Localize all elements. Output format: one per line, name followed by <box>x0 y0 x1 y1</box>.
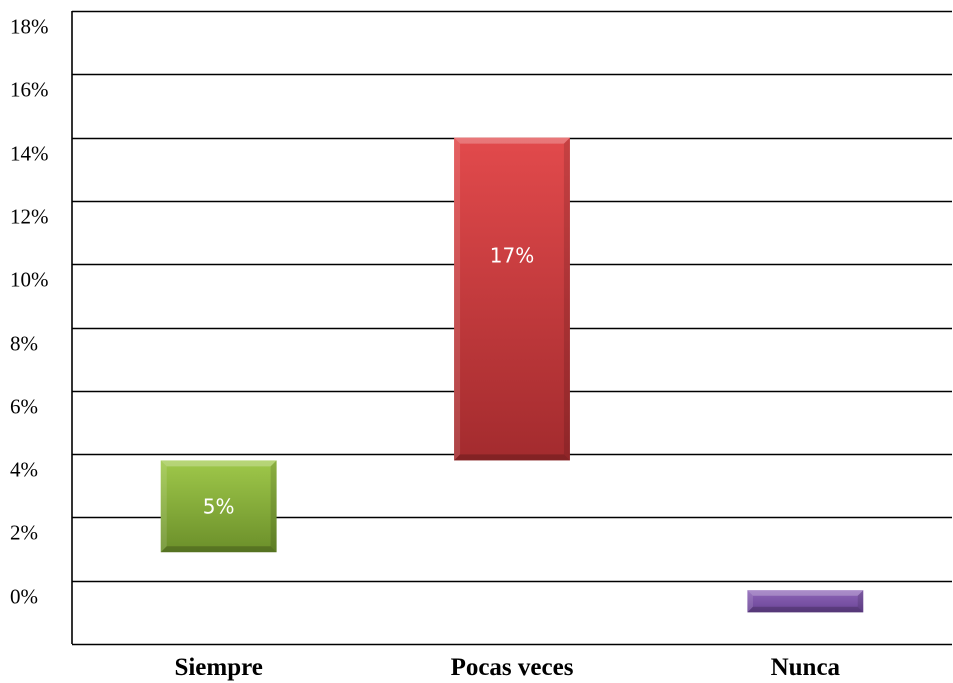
bar-bevel-bottom <box>454 454 570 461</box>
y-tick-label: 0% <box>10 585 38 609</box>
y-tick-label: 18% <box>10 15 49 39</box>
y-tick-label: 14% <box>10 142 49 166</box>
y-tick-label: 10% <box>10 268 49 292</box>
data-label: 5% <box>203 494 235 518</box>
bar-rect <box>747 590 864 613</box>
bars <box>160 137 864 613</box>
bar-pocas-veces <box>454 137 570 461</box>
category-labels: Siempre Pocas veces Nunca <box>174 654 840 681</box>
x-category-label: Nunca <box>771 654 841 681</box>
y-tick-label: 4% <box>10 458 38 482</box>
x-category-label: Pocas veces <box>451 654 574 681</box>
bar-bevel-left <box>454 137 461 461</box>
y-tick-label: 12% <box>10 205 49 229</box>
bar-bevel-right <box>857 590 864 613</box>
bar-bevel-left <box>160 460 167 553</box>
data-labels: 5% 17% <box>203 244 534 519</box>
bar-bevel-left <box>747 590 753 613</box>
bar-bevel-top <box>454 137 570 144</box>
data-label: 17% <box>490 244 534 268</box>
y-tick-label: 2% <box>10 521 38 545</box>
bar-rect <box>160 460 277 553</box>
axes <box>71 11 952 646</box>
bar-rect <box>454 137 570 461</box>
bar-bevel-top <box>160 460 277 467</box>
y-tick-labels: 0% 2% 4% 6% 8% 10% 12% 14% 16% 18% <box>10 15 49 609</box>
bar-bevel-right <box>270 460 277 553</box>
bar-bevel-right <box>563 137 570 461</box>
x-category-label: Siempre <box>174 654 262 681</box>
y-tick-label: 6% <box>10 395 38 419</box>
bar-nunca <box>747 590 864 613</box>
y-tick-label: 8% <box>10 332 38 356</box>
y-tick-label: 16% <box>10 78 49 102</box>
bar-bevel-top <box>747 590 864 596</box>
bar-bevel-bottom <box>160 546 277 553</box>
bar-bevel-bottom <box>747 606 864 613</box>
bar-siempre <box>160 460 277 553</box>
